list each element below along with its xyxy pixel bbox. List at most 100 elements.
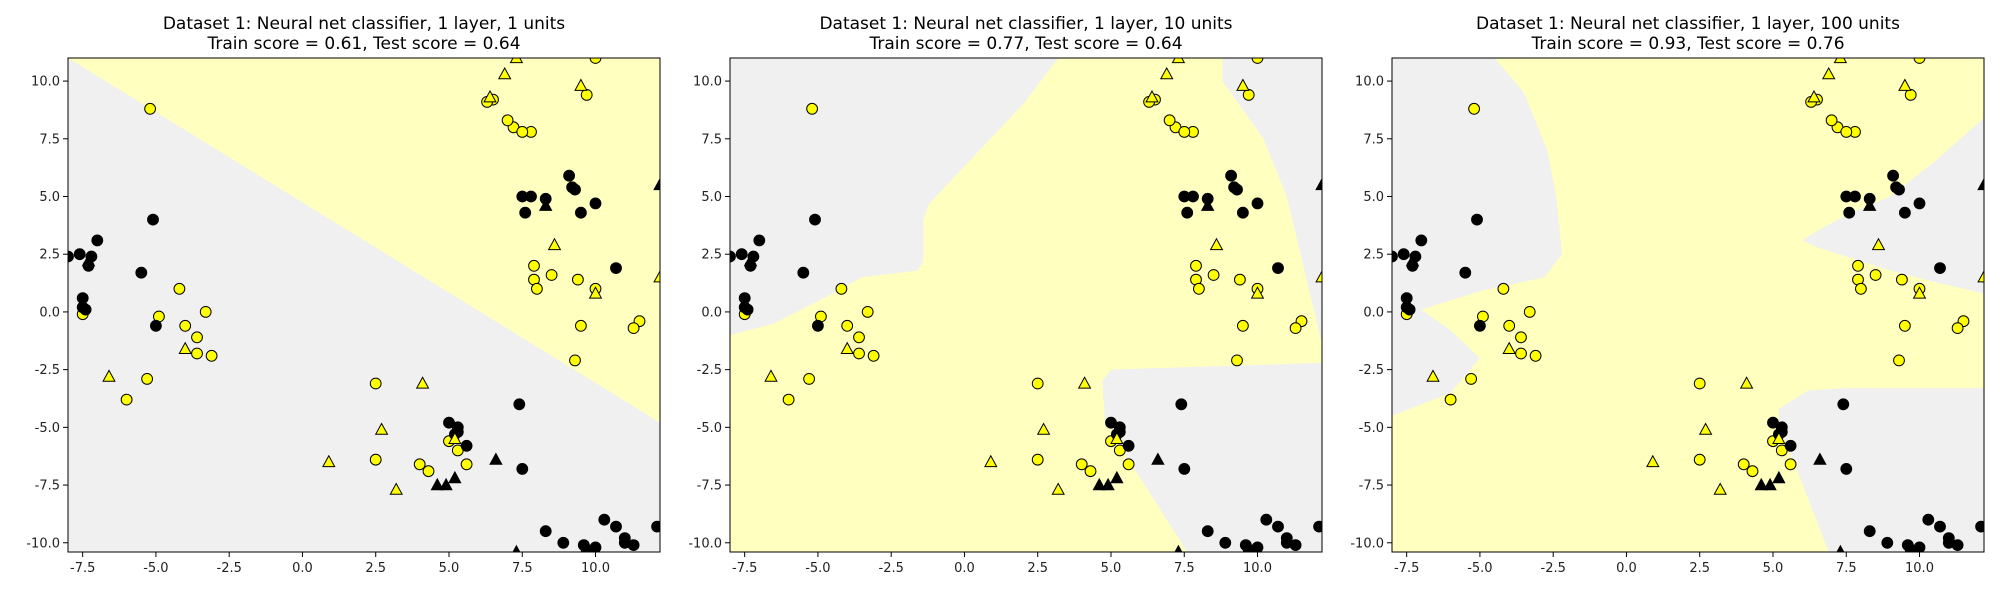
test-point-yellow [1833, 58, 1848, 64]
train-point-black [1922, 513, 1935, 526]
train-point-black [1225, 169, 1237, 182]
train-point-black [1942, 532, 1955, 544]
train-point-black [147, 213, 159, 226]
panel-2-ytick-label: -2.5 [697, 363, 722, 378]
train-point-black [1840, 463, 1853, 475]
train-point-yellow [1468, 102, 1480, 115]
panel-2-x-axis: -7.5 -5.0 -2.5 0.0 2.5 5.0 7.5 10.0 [732, 561, 1272, 576]
train-point-yellow [501, 114, 514, 127]
test-point-black [1151, 452, 1165, 465]
train-point-black [1219, 536, 1232, 549]
train-point-yellow [1913, 58, 1926, 64]
train-point-yellow [853, 331, 865, 344]
test-point-yellow [389, 482, 403, 495]
train-point-yellow [191, 331, 203, 344]
train-point-black [1280, 532, 1293, 544]
test-point-yellow [1713, 482, 1727, 495]
train-point-black [516, 463, 529, 475]
test-point-black [538, 198, 553, 211]
test-point-black [1110, 470, 1124, 484]
train-point-black [1890, 181, 1902, 194]
panel-2-clipped-content [730, 58, 1322, 552]
panel-1-clipped-content [68, 58, 660, 552]
test-point-yellow [588, 286, 603, 299]
train-point-black [1474, 319, 1486, 332]
panel-3-ytick-label: -2.5 [1359, 363, 1384, 378]
train-point-yellow [413, 458, 426, 471]
train-point-yellow [1178, 125, 1191, 138]
train-point-black [589, 197, 602, 210]
test-point-yellow [574, 78, 588, 91]
test-point-yellow [1159, 66, 1174, 80]
train-point-yellow [841, 319, 854, 332]
panel-1-xtick-label: 10.0 [581, 561, 610, 576]
test-point-black [1200, 198, 1215, 211]
panel-2-ytick-label: 7.5 [701, 132, 722, 147]
test-point-black [430, 477, 445, 491]
test-point-yellow [1036, 422, 1051, 435]
panel-3-xtick-label: 10.0 [1905, 561, 1934, 576]
train-point-yellow [1825, 114, 1838, 127]
train-point-black [135, 266, 148, 279]
panel-2-xtick-label: -5.0 [805, 561, 830, 576]
train-point-black [797, 266, 810, 279]
test-point-yellow [1977, 270, 1984, 283]
panel-1-xtick-label: 2.5 [365, 561, 386, 576]
train-point-yellow [1075, 458, 1088, 471]
train-point-black [589, 541, 602, 552]
test-point-black [1092, 477, 1107, 491]
train-point-black [1272, 262, 1284, 275]
train-point-yellow [806, 102, 818, 115]
train-point-yellow [144, 102, 157, 115]
decision-region [1802, 118, 1984, 294]
test-point-yellow [509, 58, 524, 64]
panel-3-ytick-label: 10.0 [1355, 75, 1384, 90]
train-point-black [1403, 303, 1416, 316]
train-point-black [610, 262, 622, 275]
decision-region [1392, 316, 1416, 331]
train-point-black [1899, 206, 1911, 219]
test-point-yellow [653, 270, 660, 283]
test-point-yellow [483, 89, 497, 103]
train-point-black [1849, 190, 1861, 203]
train-point-yellow [580, 89, 593, 101]
train-point-yellow [1896, 273, 1908, 286]
train-point-yellow [569, 354, 581, 367]
panel-3-xtick-label: 5.0 [1763, 561, 1784, 576]
test-point-black [1315, 177, 1322, 191]
test-point-yellow [448, 431, 462, 444]
panel-1-title-line2: Train score = 0.61, Test score = 0.64 [206, 34, 520, 54]
test-point-yellow [1426, 369, 1440, 382]
panel-3-clipped-content [1392, 58, 1984, 552]
panel-3-y-axis: -10.0 -7.5 -5.0 -2.5 0.0 2.5 5.0 7.5 10.… [1350, 75, 1384, 552]
test-point-black [448, 470, 462, 484]
test-point-yellow [1646, 454, 1660, 468]
train-point-black [566, 181, 578, 194]
panel-1-ytick-label: 7.5 [39, 132, 60, 147]
test-point-black [1174, 544, 1183, 552]
panel-1-xtick-label: 0.0 [292, 561, 313, 576]
test-point-yellow [1051, 482, 1065, 495]
panel-1-ytick-label: -10.0 [26, 536, 60, 551]
train-point-black [741, 303, 754, 316]
train-point-black [525, 190, 537, 203]
train-point-yellow [1869, 269, 1882, 281]
train-point-black [1459, 266, 1472, 279]
test-point-yellow [1698, 422, 1713, 435]
test-point-yellow [178, 341, 192, 354]
test-point-black [653, 177, 660, 191]
test-point-black [1862, 198, 1877, 211]
train-point-black [1289, 539, 1302, 551]
train-point-yellow [1899, 319, 1911, 332]
train-point-black [730, 250, 736, 263]
train-point-black [563, 169, 575, 182]
train-point-yellow [173, 282, 186, 295]
train-point-black [618, 532, 631, 544]
test-point-yellow [1171, 58, 1186, 64]
panel-3-ytick-label: -7.5 [1359, 479, 1384, 494]
test-point-yellow [1236, 78, 1250, 91]
train-point-black [1887, 169, 1899, 182]
train-point-yellow [835, 282, 848, 295]
train-point-yellow [369, 377, 382, 390]
train-point-black [1784, 439, 1797, 452]
